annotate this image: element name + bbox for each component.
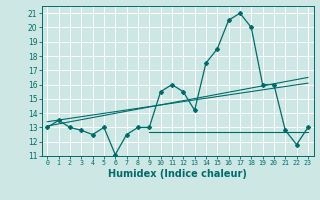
X-axis label: Humidex (Indice chaleur): Humidex (Indice chaleur)	[108, 169, 247, 179]
